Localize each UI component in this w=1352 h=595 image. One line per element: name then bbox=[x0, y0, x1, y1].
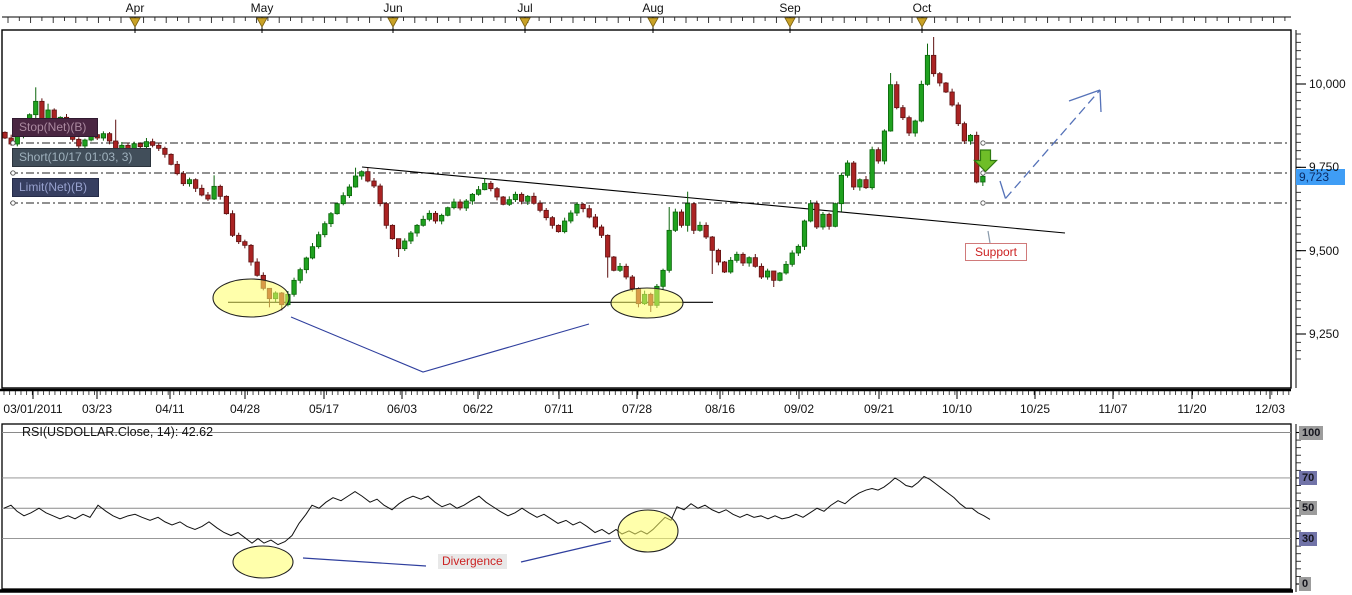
support-annotation-label[interactable]: Support bbox=[965, 243, 1027, 261]
divergence-annotation-label[interactable]: Divergence bbox=[438, 554, 507, 569]
month-label: Oct bbox=[912, 1, 932, 15]
order-level-lines[interactable] bbox=[10, 142, 1290, 204]
order-line-handles[interactable] bbox=[10, 140, 986, 206]
date-axis-label: 03/01/2011 bbox=[3, 402, 63, 416]
month-marker-icon bbox=[519, 17, 531, 28]
pattern-highlight-ellipse[interactable] bbox=[610, 287, 684, 319]
short-position-label[interactable]: Short(10/17 01:03, 3) bbox=[12, 148, 151, 167]
month-marker-icon bbox=[916, 17, 928, 28]
price-axis-label: 9,750 bbox=[1309, 160, 1340, 175]
rsi-level-chip: 0 bbox=[1299, 577, 1312, 591]
rsi-indicator-title: RSI(USDOLLAR.Close, 14): 42.62 bbox=[22, 425, 214, 439]
rsi-level-chip: 70 bbox=[1299, 470, 1318, 485]
trendline-resistance[interactable] bbox=[361, 166, 1066, 234]
date-axis-label: 07/11 bbox=[544, 402, 574, 416]
date-axis-label: 12/03 bbox=[1254, 402, 1286, 416]
rsi-line-series bbox=[3, 475, 991, 546]
rsi-panel bbox=[0, 423, 1293, 593]
month-marker-icon bbox=[784, 17, 796, 28]
month-marker-icon bbox=[387, 17, 399, 28]
month-label: Apr bbox=[125, 1, 145, 15]
divergence-line[interactable] bbox=[520, 540, 612, 563]
projection-arrow[interactable] bbox=[999, 89, 1102, 199]
date-axis-label: 06/03 bbox=[386, 402, 418, 416]
month-ruler[interactable] bbox=[2, 16, 1291, 33]
price-ruler[interactable] bbox=[1295, 30, 1306, 388]
month-marker-icon bbox=[256, 17, 268, 28]
current-price-tag: 9,723 bbox=[1296, 169, 1345, 185]
rsi-highlight-ellipse[interactable] bbox=[617, 509, 679, 553]
date-axis-label: 11/20 bbox=[1177, 402, 1207, 416]
candlestick-series bbox=[2, 37, 986, 312]
month-label: Aug bbox=[642, 1, 664, 15]
month-marker-icon bbox=[129, 17, 141, 28]
date-ruler[interactable] bbox=[0, 388, 1291, 399]
main-chart-frame bbox=[1, 29, 1292, 389]
rsi-level-chip: 100 bbox=[1299, 425, 1324, 440]
date-axis-label: 09/21 bbox=[863, 402, 895, 416]
price-axis-label: 9,250 bbox=[1309, 327, 1340, 341]
sell-signal-arrow-icon[interactable] bbox=[973, 149, 998, 173]
date-axis-label: 09/02 bbox=[783, 402, 815, 416]
month-marker-icon bbox=[647, 17, 659, 28]
limit-order-label[interactable]: Limit(Net)(B) bbox=[12, 178, 99, 197]
price-axis-label: 10,000 bbox=[1309, 77, 1346, 91]
date-axis-label: 04/11 bbox=[155, 402, 185, 416]
month-label: Jul bbox=[517, 1, 533, 15]
date-axis-label: 03/23 bbox=[81, 402, 113, 416]
date-axis-label: 10/10 bbox=[941, 402, 973, 416]
date-axis-label: 05/17 bbox=[308, 402, 340, 416]
date-axis-label: 04/28 bbox=[229, 402, 261, 416]
date-axis-label: 11/07 bbox=[1098, 402, 1128, 416]
date-axis-label: 10/25 bbox=[1019, 402, 1051, 416]
rsi-level-chip: 50 bbox=[1299, 501, 1318, 516]
divergence-line[interactable] bbox=[302, 557, 427, 567]
pattern-highlight-ellipse[interactable] bbox=[212, 278, 290, 318]
double-bottom-v-annotation[interactable] bbox=[290, 316, 590, 373]
date-axis-label: 06/22 bbox=[462, 402, 494, 416]
month-label: Jun bbox=[383, 1, 403, 15]
month-label: May bbox=[250, 1, 274, 15]
rsi-level-chip: 30 bbox=[1299, 531, 1318, 546]
date-axis-label: 07/28 bbox=[621, 402, 653, 416]
date-axis-label: 08/16 bbox=[704, 402, 736, 416]
rsi-highlight-ellipse[interactable] bbox=[232, 545, 294, 579]
stop-order-label[interactable]: Stop(Net)(B) bbox=[12, 118, 98, 137]
price-axis-label: 9,500 bbox=[1309, 243, 1340, 258]
month-label: Sep bbox=[779, 1, 801, 15]
